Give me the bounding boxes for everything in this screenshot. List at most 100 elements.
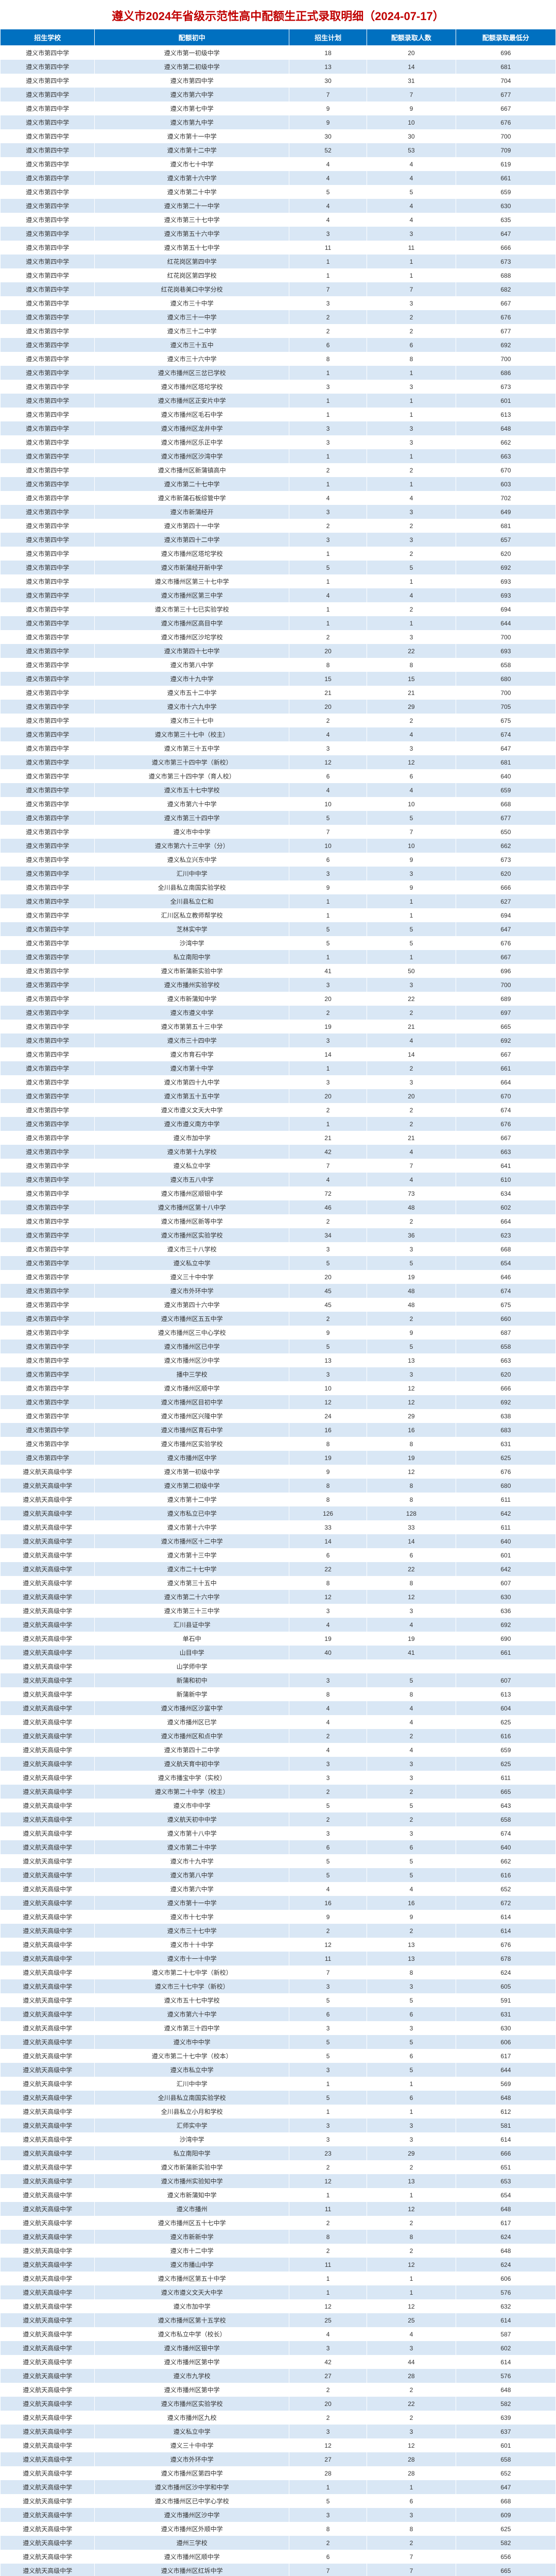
- cell-min-score: 696: [456, 46, 555, 60]
- cell-quota-junior: 遵义市三十八学校: [95, 1242, 289, 1256]
- cell-plan: 7: [289, 1965, 367, 1979]
- cell-min-score: 658: [456, 2452, 555, 2466]
- cell-admitted: 21: [367, 1131, 456, 1145]
- cell-plan: 16: [289, 1896, 367, 1910]
- cell-min-score: 681: [456, 60, 555, 74]
- cell-min-score: 625: [456, 1715, 555, 1729]
- cell-min-score: 676: [456, 1938, 555, 1952]
- cell-min-score: 606: [456, 2035, 555, 2049]
- cell-recruit-school: 遵义航天高级中学: [1, 1882, 95, 1896]
- cell-quota-junior: 全川县私立仁和: [95, 894, 289, 908]
- cell-admitted: 2: [367, 2160, 456, 2174]
- cell-admitted: 3: [367, 2425, 456, 2438]
- cell-recruit-school: 遵义市第四中学: [1, 1047, 95, 1061]
- cell-recruit-school: 遵义市第四中学: [1, 769, 95, 783]
- cell-recruit-school: 遵义航天高级中学: [1, 2146, 95, 2160]
- cell-plan: 1: [289, 2105, 367, 2119]
- cell-admitted: 31: [367, 74, 456, 88]
- cell-recruit-school: 遵义市第四中学: [1, 922, 95, 936]
- cell-admitted: 2: [367, 1312, 456, 1326]
- cell-plan: 12: [289, 2438, 367, 2452]
- cell-quota-junior: 遵义市第三十四中学: [95, 2021, 289, 2035]
- cell-plan: 3: [289, 505, 367, 519]
- cell-quota-junior: 遵义市播州区第四中学: [95, 2466, 289, 2480]
- cell-recruit-school: 遵义市第四中学: [1, 1173, 95, 1187]
- cell-min-score: 614: [456, 2355, 555, 2369]
- cell-admitted: 2: [367, 324, 456, 338]
- table-row: 遵义市第四中学遵义市第六十三中学（分）1010662: [1, 839, 556, 853]
- cell-min-score: 689: [456, 992, 555, 1006]
- cell-recruit-school: 遵义航天高级中学: [1, 2536, 95, 2550]
- cell-admitted: 1: [367, 2188, 456, 2202]
- table-row: 遵义市第四中学遵义市第七中学99667: [1, 101, 556, 115]
- cell-min-score: 652: [456, 2466, 555, 2480]
- cell-quota-junior: 遵义市第二十七中学（校本）: [95, 2049, 289, 2063]
- cell-min-score: 647: [456, 2480, 555, 2494]
- cell-plan: 42: [289, 2355, 367, 2369]
- cell-recruit-school: 遵义航天高级中学: [1, 1938, 95, 1952]
- table-row: 遵义航天高级中学遵义市第八中学55616: [1, 1868, 556, 1882]
- cell-min-score: 569: [456, 2077, 555, 2091]
- cell-plan: 1: [289, 268, 367, 282]
- cell-recruit-school: 遵义市第四中学: [1, 1284, 95, 1298]
- cell-admitted: 2: [367, 1103, 456, 1117]
- cell-quota-junior: 汇师实中学: [95, 2119, 289, 2132]
- col-admitted: 配额录取人数: [367, 29, 456, 46]
- cell-quota-junior: 单石中: [95, 1632, 289, 1646]
- table-row: 遵义市第四中学遵义市播州区三中心学校99687: [1, 1326, 556, 1340]
- cell-quota-junior: 遵义市播州区新等中学: [95, 1214, 289, 1228]
- cell-admitted: 1: [367, 616, 456, 630]
- cell-min-score: 665: [456, 1785, 555, 1799]
- cell-quota-junior: 遵义私立兴东中学: [95, 853, 289, 867]
- cell-min-score: 624: [456, 2230, 555, 2244]
- cell-min-score: 658: [456, 658, 555, 672]
- cell-min-score: 666: [456, 241, 555, 255]
- cell-admitted: 2: [367, 2244, 456, 2258]
- cell-quota-junior: 遵义市十十中学: [95, 1938, 289, 1952]
- cell-min-score: 612: [456, 2105, 555, 2119]
- table-row: 遵义航天高级中学遵义市新蒲新实验中学22651: [1, 2160, 556, 2174]
- cell-recruit-school: 遵义航天高级中学: [1, 2480, 95, 2494]
- table-row: 遵义市第四中学遵义市第二十一中学44630: [1, 199, 556, 213]
- cell-min-score: 700: [456, 686, 555, 700]
- cell-min-score: 648: [456, 2244, 555, 2258]
- cell-admitted: 5: [367, 922, 456, 936]
- cell-admitted: 5: [367, 1854, 456, 1868]
- cell-min-score: 663: [456, 1145, 555, 1159]
- cell-admitted: 12: [367, 2438, 456, 2452]
- cell-admitted: 53: [367, 143, 456, 157]
- cell-plan: 1: [289, 602, 367, 616]
- table-row: 遵义市第四中学遵义市第二十七中学11603: [1, 477, 556, 491]
- cell-admitted: 2: [367, 463, 456, 477]
- cell-plan: [289, 1659, 367, 1673]
- cell-admitted: 5: [367, 1799, 456, 1812]
- table-row: 遵义市第四中学遵义市第五十六中学33647: [1, 227, 556, 241]
- table-row: 遵义市第四中学芝林实中学55647: [1, 922, 556, 936]
- table-row: 遵义航天高级中学遵义市播州区沙中学33609: [1, 2508, 556, 2522]
- cell-admitted: 3: [367, 2021, 456, 2035]
- cell-quota-junior: 遵义市新蒲知中学: [95, 2188, 289, 2202]
- cell-min-score: 662: [456, 1854, 555, 1868]
- cell-min-score: 640: [456, 769, 555, 783]
- cell-min-score: 620: [456, 547, 555, 561]
- cell-plan: 2: [289, 2244, 367, 2258]
- cell-admitted: 6: [367, 2091, 456, 2105]
- table-row: 遵义市第四中学全川县私立南国实验学校99666: [1, 880, 556, 894]
- cell-recruit-school: 遵义市第四中学: [1, 101, 95, 115]
- cell-admitted: 4: [367, 199, 456, 213]
- cell-admitted: 29: [367, 700, 456, 714]
- cell-quota-junior: 遵义市外环中学: [95, 1284, 289, 1298]
- table-row: 遵义航天高级中学沙湾中学33614: [1, 2132, 556, 2146]
- cell-min-score: 694: [456, 602, 555, 616]
- cell-recruit-school: 遵义市第四中学: [1, 241, 95, 255]
- cell-recruit-school: 遵义市第四中学: [1, 143, 95, 157]
- cell-admitted: 5: [367, 1673, 456, 1687]
- cell-admitted: 6: [367, 2007, 456, 2021]
- cell-plan: 13: [289, 1353, 367, 1367]
- cell-recruit-school: 遵义市第四中学: [1, 561, 95, 574]
- table-row: 遵义市第四中学遵义市播州区顺中学1012666: [1, 1381, 556, 1395]
- cell-admitted: 1: [367, 477, 456, 491]
- cell-admitted: 1: [367, 366, 456, 380]
- cell-admitted: 3: [367, 1979, 456, 1993]
- table-row: 遵义航天高级中学遵义市第十六中学3333611: [1, 1520, 556, 1534]
